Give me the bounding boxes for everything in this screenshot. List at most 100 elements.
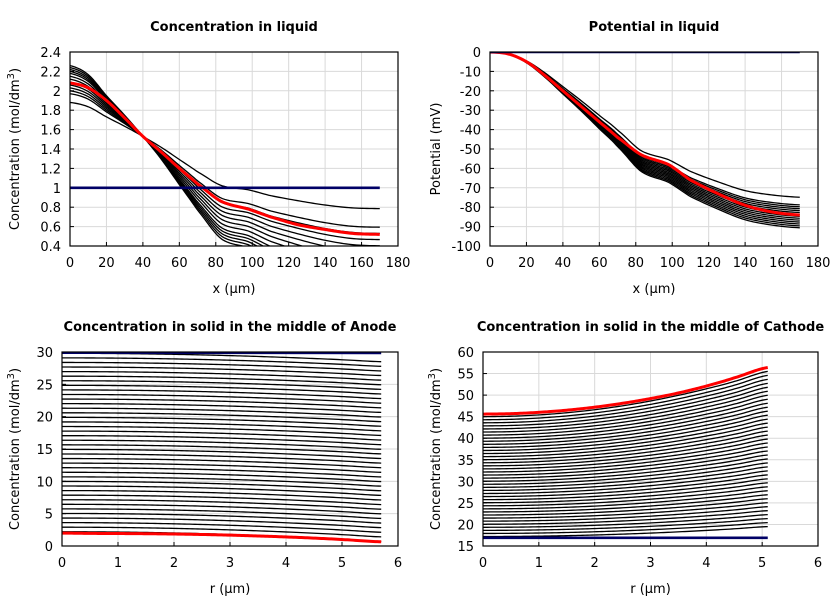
series-line <box>483 382 768 427</box>
series-line <box>483 450 768 479</box>
y-axis-label: Potential (mV) <box>429 103 444 196</box>
series-line <box>490 52 800 221</box>
series-line <box>490 52 800 214</box>
series-line <box>70 93 380 228</box>
plot-frame <box>69 51 399 247</box>
series-line <box>483 486 768 507</box>
y-tick-label: 0.6 <box>40 221 61 236</box>
highlight-series-line <box>70 81 380 236</box>
x-tick-label: 6 <box>394 556 402 571</box>
y-tick-label: 25 <box>36 378 53 393</box>
x-tick-label: 140 <box>313 256 338 271</box>
y-tick-label: -100 <box>451 240 481 255</box>
x-tick-label: 0 <box>486 256 494 271</box>
series-line <box>62 384 382 395</box>
x-tick-label: 160 <box>769 256 794 271</box>
chart-title: Concentration in solid in the middle of … <box>477 320 825 335</box>
series-line <box>483 454 768 482</box>
y-tick-label: 55 <box>457 368 474 383</box>
y-tick-label: -30 <box>460 104 481 119</box>
series-line <box>490 52 800 198</box>
plot-area <box>490 52 800 229</box>
highlight-series-line <box>62 531 382 544</box>
series-line <box>483 390 768 433</box>
series-line <box>483 494 768 513</box>
plot-frame <box>61 351 399 547</box>
chart-title: Potential in liquid <box>589 20 720 35</box>
highlight-series-line <box>490 52 800 217</box>
series-line <box>483 386 768 430</box>
series-line <box>483 478 768 501</box>
series-line <box>70 64 245 246</box>
series-line <box>62 485 382 497</box>
series-line <box>483 370 768 418</box>
y-tick-label: -90 <box>460 221 481 236</box>
y-tick-label: -80 <box>460 201 481 216</box>
series-line <box>62 448 382 460</box>
chart-panel-3: Concentration in solid in the middle of … <box>6 320 402 597</box>
chart-panel-1: Concentration in liquid 0 20 40 60 80 100 120 14… <box>6 20 410 297</box>
y-tick-label: 60 <box>457 346 474 361</box>
series-line <box>483 521 768 535</box>
x-tick-label: 80 <box>628 256 645 271</box>
y-tick-label: 5 <box>45 508 53 523</box>
chart-panel-2: Potential in liquid 0 20 40 60 80 100 120 140 160… <box>429 20 830 297</box>
series-line <box>483 525 768 538</box>
series-line <box>483 410 768 449</box>
y-tick-label: -70 <box>460 182 481 197</box>
chart-panel-4: Concentration in solid in the middle of … <box>427 320 824 597</box>
y-tick-label: 0.8 <box>40 201 61 216</box>
series-line <box>483 378 768 424</box>
series-line <box>62 361 382 372</box>
series-line <box>483 398 768 439</box>
series-line <box>490 52 800 225</box>
series-line <box>483 506 768 522</box>
y-tick-label: 1 <box>53 182 61 197</box>
y-tick-label: 0.4 <box>40 240 61 255</box>
y-tick-label: 35 <box>457 454 474 469</box>
series-line <box>483 438 768 470</box>
y-tick-label: 0 <box>45 540 53 555</box>
y-tick-label: -20 <box>460 85 481 100</box>
y-tick-label: 1.8 <box>40 104 61 119</box>
series-line <box>62 402 382 414</box>
series-line <box>483 394 768 436</box>
series-line <box>483 426 768 461</box>
series-line <box>490 52 800 210</box>
x-tick-label: 40 <box>135 256 152 271</box>
series-line <box>483 422 768 458</box>
plot-area <box>483 366 769 540</box>
series-line <box>483 458 768 485</box>
series-line <box>62 476 382 487</box>
x-tick-label: 0 <box>66 256 74 271</box>
x-tick-label: 120 <box>276 256 301 271</box>
series-line <box>62 489 382 501</box>
x-tick-label: 40 <box>555 256 572 271</box>
series-line <box>62 517 382 529</box>
series-line <box>62 439 382 450</box>
series-line <box>62 425 382 437</box>
series-line <box>62 480 382 492</box>
series-line <box>483 430 768 464</box>
x-tick-label: 80 <box>208 256 225 271</box>
series-line <box>62 512 382 524</box>
series-line <box>483 434 768 467</box>
x-tick-label: 20 <box>98 256 115 271</box>
y-tick-label: 1.2 <box>40 162 61 177</box>
series-line <box>62 416 382 427</box>
y-tick-label: 2.2 <box>40 65 61 80</box>
series-line <box>70 81 328 246</box>
x-tick-label: 60 <box>591 256 608 271</box>
series-line <box>62 453 382 464</box>
chart-title: Concentration in solid in the middle of … <box>64 320 397 335</box>
series-line <box>62 398 382 409</box>
y-tick-label: 30 <box>457 475 474 490</box>
highlight-series-line <box>483 366 769 416</box>
y-tick-label: 1.6 <box>40 124 61 139</box>
series-line <box>62 370 382 381</box>
y-tick-label: -60 <box>460 162 481 177</box>
series-line <box>62 503 382 515</box>
x-tick-label: 140 <box>733 256 758 271</box>
series-line <box>62 508 382 520</box>
